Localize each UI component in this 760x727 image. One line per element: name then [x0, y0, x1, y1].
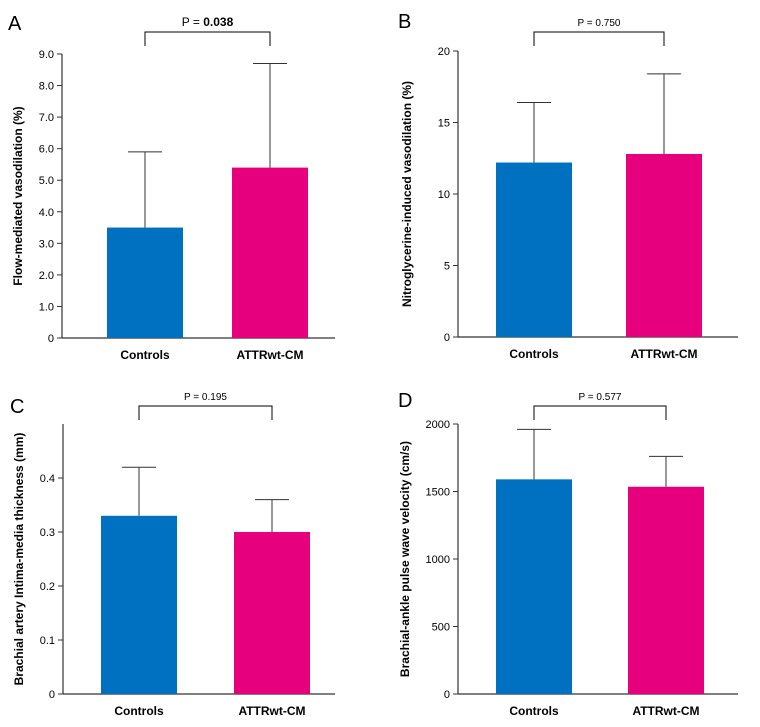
panel-a-y-tick-label: 8.0	[39, 81, 54, 93]
panel-a-y-axis-label: Flow-mediated vasodilation (%)	[11, 106, 25, 285]
panel-d-category-label-attrwt-cm: ATTRwt-CM	[632, 704, 699, 718]
panel-c-y-tick-label: 0.4	[40, 473, 55, 485]
panel-c-p-value: P = 0.195	[184, 392, 227, 403]
panel-d-y-tick-label: 500	[432, 622, 450, 634]
panel-a-y-tick-label: 4.0	[39, 207, 54, 219]
panel-d-y-tick-label: 1500	[426, 487, 450, 499]
panel-b-y-tick-label: 20	[438, 46, 450, 58]
panel-d-category-label-controls: Controls	[509, 704, 559, 718]
panel-c-category-label-attrwt-cm: ATTRwt-CM	[238, 704, 305, 718]
panel-b-bar-attrwt-cm	[626, 153, 702, 337]
panel-c-y-tick-label: 0	[49, 689, 55, 701]
panel-c-y-axis-label: Brachial artery Intima-media thickness (…	[12, 433, 26, 686]
panel-d-bar-controls	[496, 479, 572, 694]
panel-b-significance-bracket: P = 0.750	[533, 18, 665, 46]
panel-a-category-label-controls: Controls	[120, 348, 170, 362]
panel-a-significance-bracket: P = 0.038	[144, 15, 271, 46]
panel-c-y-tick-label: 0.1	[40, 635, 55, 647]
panel-d-letter: D	[398, 390, 412, 412]
panel-b-y-axis-label: Nitroglycerine-induced vasodilation (%)	[400, 81, 414, 307]
panel-b-y-tick-label: 10	[438, 189, 450, 201]
panel-d-y-tick-label: 2000	[426, 419, 450, 431]
panel-b-p-value: P = 0.750	[578, 18, 621, 29]
panel-d-y-tick-label: 0	[444, 689, 450, 701]
panel-a-y-tick-label: 0	[48, 333, 54, 345]
panel-b-category-label-attrwt-cm: ATTRwt-CM	[630, 347, 697, 361]
panel-a-bar-controls	[107, 227, 183, 338]
panel-a-y-tick-label: 6.0	[39, 144, 54, 156]
panel-b-category-label-controls: Controls	[509, 347, 559, 361]
panel-b-y-tick-label: 15	[438, 118, 450, 130]
panel-a-letter: A	[8, 13, 22, 35]
panel-a-y-tick-label: 7.0	[39, 112, 54, 124]
panel-a-y-tick-label: 9.0	[39, 49, 54, 61]
panel-a-category-label-attrwt-cm: ATTRwt-CM	[236, 348, 303, 362]
panel-a: A Flow-mediated vasodilation (%) 0 1.0 2.0…	[8, 13, 335, 362]
panel-d-significance-bracket: P = 0.577	[533, 392, 667, 420]
panel-c-category-label-controls: Controls	[114, 704, 164, 718]
panel-b-y-tick-label: 0	[444, 332, 450, 344]
panel-b-bar-controls	[496, 162, 572, 337]
panel-d-y-tick-label: 1000	[426, 554, 450, 566]
panel-a-y-tick-label: 5.0	[39, 175, 54, 187]
panel-c-bar-attrwt-cm	[234, 532, 310, 694]
panel-c: C Brachial artery Intima-media thickness…	[10, 392, 335, 718]
panel-c-letter: C	[10, 396, 24, 418]
panel-c-significance-bracket: P = 0.195	[138, 392, 273, 420]
panel-b: B Nitroglycerine-induced vasodilation (%…	[398, 11, 738, 361]
panel-b-letter: B	[398, 11, 411, 33]
panel-a-y-tick-label: 1.0	[39, 301, 54, 313]
panel-d-y-axis-label: Brachial-ankle pulse wave velocity (cm/s…	[398, 441, 412, 677]
panel-d-bar-attrwt-cm	[628, 486, 704, 694]
panel-c-y-tick-label: 0.2	[40, 581, 55, 593]
panel-a-p-value: P = 0.038	[182, 15, 234, 29]
panel-b-y-tick-label: 5	[444, 261, 450, 273]
panel-a-y-tick-label: 2.0	[39, 270, 54, 282]
panel-c-y-tick-label: 0.3	[40, 527, 55, 539]
panel-a-bar-attrwt-cm	[232, 167, 308, 338]
panel-a-y-tick-label: 3.0	[39, 238, 54, 250]
panel-d-p-value: P = 0.577	[579, 392, 622, 403]
panel-d: D Brachial-ankle pulse wave velocity (cm…	[398, 390, 738, 718]
panel-c-bar-controls	[101, 515, 177, 694]
